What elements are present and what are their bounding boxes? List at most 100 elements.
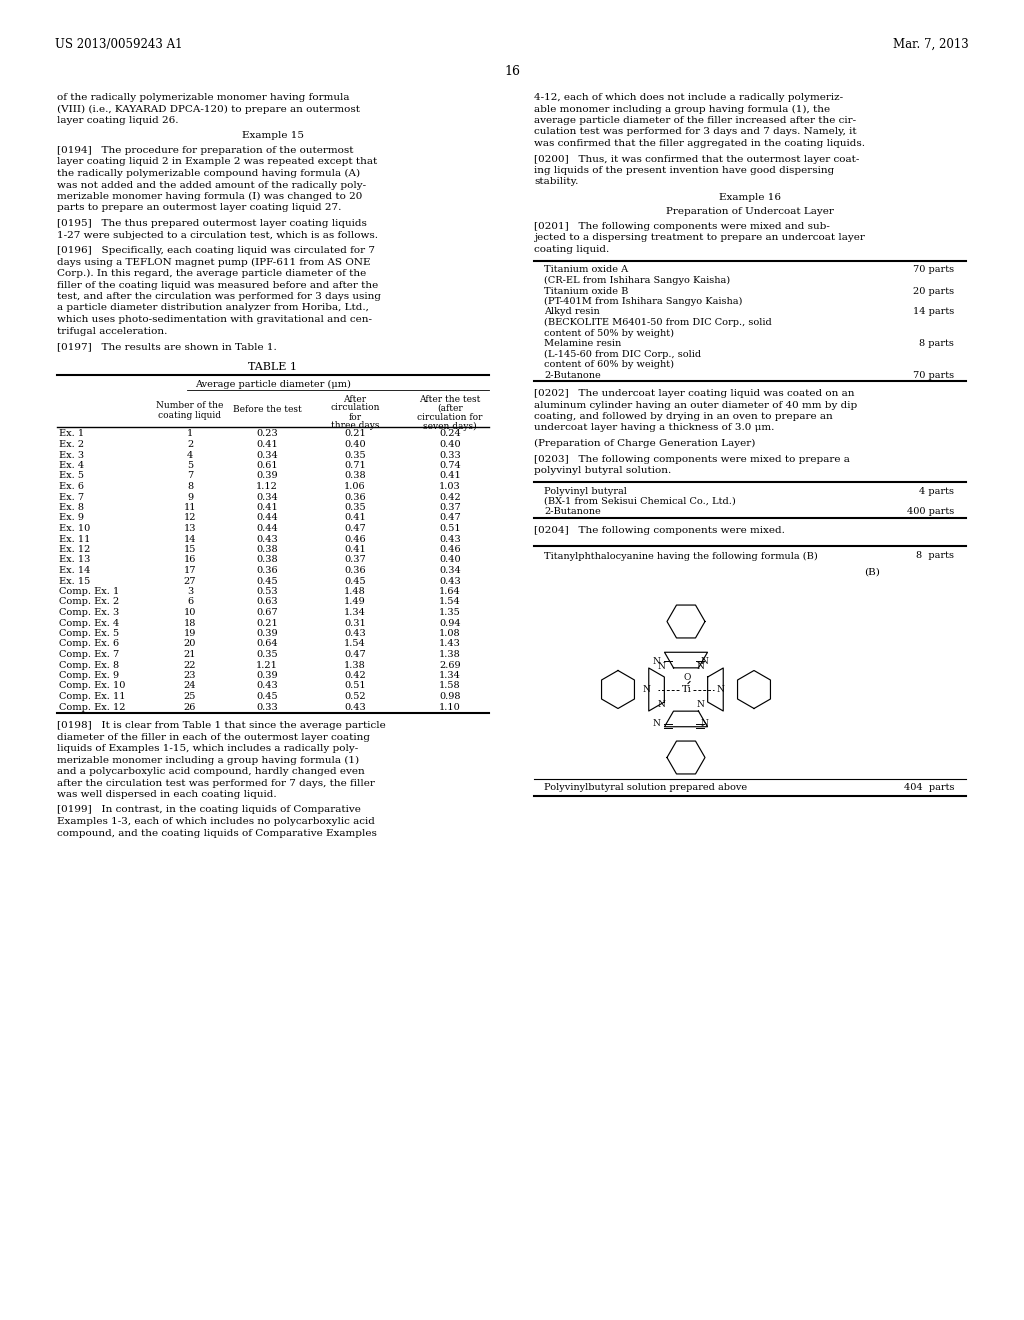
Text: 8: 8: [187, 482, 194, 491]
Text: 0.43: 0.43: [439, 535, 461, 544]
Text: 21: 21: [183, 649, 197, 659]
Text: 19: 19: [184, 630, 197, 638]
Text: Melamine resin: Melamine resin: [544, 339, 622, 348]
Text: 0.43: 0.43: [256, 681, 278, 690]
Text: Polyvinyl butyral: Polyvinyl butyral: [544, 487, 627, 495]
Text: 0.37: 0.37: [439, 503, 461, 512]
Text: (PT-401M from Ishihara Sangyo Kaisha): (PT-401M from Ishihara Sangyo Kaisha): [544, 297, 742, 306]
Text: 1.08: 1.08: [439, 630, 461, 638]
Text: 8 parts: 8 parts: [920, 339, 954, 348]
Text: 1.21: 1.21: [256, 660, 278, 669]
Text: 5: 5: [187, 461, 194, 470]
Text: Before the test: Before the test: [232, 405, 301, 414]
Text: Polyvinylbutyral solution prepared above: Polyvinylbutyral solution prepared above: [544, 784, 748, 792]
Text: parts to prepare an outermost layer coating liquid 27.: parts to prepare an outermost layer coat…: [57, 203, 341, 213]
Text: 0.51: 0.51: [439, 524, 461, 533]
Text: 2: 2: [186, 440, 194, 449]
Text: 0.37: 0.37: [344, 556, 366, 565]
Text: 1.34: 1.34: [344, 609, 366, 616]
Text: 0.34: 0.34: [256, 492, 278, 502]
Text: was well dispersed in each coating liquid.: was well dispersed in each coating liqui…: [57, 789, 276, 799]
Text: [0199]   In contrast, in the coating liquids of Comparative: [0199] In contrast, in the coating liqui…: [57, 805, 360, 814]
Text: Comp. Ex. 7: Comp. Ex. 7: [59, 649, 119, 659]
Text: average particle diameter of the filler increased after the cir-: average particle diameter of the filler …: [534, 116, 856, 125]
Text: (Preparation of Charge Generation Layer): (Preparation of Charge Generation Layer): [534, 440, 756, 447]
Text: Comp. Ex. 9: Comp. Ex. 9: [59, 671, 119, 680]
Text: 0.44: 0.44: [256, 513, 278, 523]
Text: N: N: [716, 685, 724, 694]
Text: Mar. 7, 2013: Mar. 7, 2013: [893, 38, 969, 51]
Text: filler of the coating liquid was measured before and after the: filler of the coating liquid was measure…: [57, 281, 378, 289]
Text: 0.39: 0.39: [256, 630, 278, 638]
Text: test, and after the circulation was performed for 3 days using: test, and after the circulation was perf…: [57, 292, 381, 301]
Text: diameter of the filler in each of the outermost layer coating: diameter of the filler in each of the ou…: [57, 733, 370, 742]
Text: (after: (after: [437, 404, 463, 412]
Text: layer coating liquid 2 in Example 2 was repeated except that: layer coating liquid 2 in Example 2 was …: [57, 157, 377, 166]
Text: 4: 4: [186, 450, 194, 459]
Text: 0.41: 0.41: [439, 471, 461, 480]
Text: 0.47: 0.47: [344, 649, 366, 659]
Text: [0198]   It is clear from Table 1 that since the average particle: [0198] It is clear from Table 1 that sin…: [57, 721, 386, 730]
Text: 0.24: 0.24: [439, 429, 461, 438]
Text: 6: 6: [187, 598, 194, 606]
Text: 0.40: 0.40: [439, 440, 461, 449]
Text: 0.35: 0.35: [344, 503, 366, 512]
Text: 23: 23: [183, 671, 197, 680]
Text: Ex. 8: Ex. 8: [59, 503, 84, 512]
Text: N: N: [658, 661, 666, 671]
Text: Ex. 4: Ex. 4: [59, 461, 84, 470]
Text: Ex. 13: Ex. 13: [59, 556, 90, 565]
Text: 0.45: 0.45: [256, 577, 278, 586]
Text: 0.47: 0.47: [439, 513, 461, 523]
Text: 1.54: 1.54: [344, 639, 366, 648]
Text: polyvinyl butyral solution.: polyvinyl butyral solution.: [534, 466, 672, 475]
Text: 1-27 were subjected to a circulation test, which is as follows.: 1-27 were subjected to a circulation tes…: [57, 231, 378, 239]
Text: Ex. 15: Ex. 15: [59, 577, 90, 586]
Text: the radically polymerizable compound having formula (A): the radically polymerizable compound hav…: [57, 169, 360, 178]
Text: 1.38: 1.38: [344, 660, 366, 669]
Text: 0.98: 0.98: [439, 692, 461, 701]
Text: O: O: [683, 672, 690, 681]
Text: Ex. 12: Ex. 12: [59, 545, 90, 554]
Text: 20: 20: [184, 639, 197, 648]
Text: TABLE 1: TABLE 1: [249, 362, 298, 371]
Text: merizable monomer having formula (I) was changed to 20: merizable monomer having formula (I) was…: [57, 191, 362, 201]
Text: 0.35: 0.35: [256, 649, 278, 659]
Text: 1.49: 1.49: [344, 598, 366, 606]
Text: 0.39: 0.39: [256, 671, 278, 680]
Text: [0202]   The undercoat layer coating liquid was coated on an: [0202] The undercoat layer coating liqui…: [534, 389, 854, 399]
Text: 0.31: 0.31: [344, 619, 366, 627]
Text: was not added and the added amount of the radically poly-: was not added and the added amount of th…: [57, 181, 367, 190]
Text: 0.41: 0.41: [344, 545, 366, 554]
Text: 12: 12: [183, 513, 197, 523]
Text: 0.43: 0.43: [344, 702, 366, 711]
Text: N: N: [700, 656, 708, 665]
Text: 0.53: 0.53: [256, 587, 278, 597]
Text: 70 parts: 70 parts: [912, 371, 954, 380]
Text: 0.38: 0.38: [344, 471, 366, 480]
Text: Ex. 1: Ex. 1: [59, 429, 84, 438]
Text: 11: 11: [183, 503, 197, 512]
Text: Titanium oxide B: Titanium oxide B: [544, 286, 629, 296]
Text: Ex. 2: Ex. 2: [59, 440, 84, 449]
Text: 400 parts: 400 parts: [906, 507, 954, 516]
Text: 0.35: 0.35: [344, 450, 366, 459]
Text: 8  parts: 8 parts: [916, 552, 954, 561]
Text: liquids of Examples 1-15, which includes a radically poly-: liquids of Examples 1-15, which includes…: [57, 744, 358, 752]
Text: (VIII) (i.e., KAYARAD DPCA-120) to prepare an outermost: (VIII) (i.e., KAYARAD DPCA-120) to prepa…: [57, 104, 360, 114]
Text: Ex. 10: Ex. 10: [59, 524, 90, 533]
Text: (BX-1 from Sekisui Chemical Co., Ltd.): (BX-1 from Sekisui Chemical Co., Ltd.): [544, 498, 736, 506]
Text: 0.40: 0.40: [344, 440, 366, 449]
Text: 0.39: 0.39: [256, 471, 278, 480]
Text: Average particle diameter (μm): Average particle diameter (μm): [195, 380, 351, 388]
Text: was confirmed that the filler aggregated in the coating liquids.: was confirmed that the filler aggregated…: [534, 139, 865, 148]
Text: 0.61: 0.61: [256, 461, 278, 470]
Text: 0.44: 0.44: [256, 524, 278, 533]
Text: for: for: [348, 412, 361, 421]
Text: 0.51: 0.51: [344, 681, 366, 690]
Text: Ex. 9: Ex. 9: [59, 513, 84, 523]
Text: 0.64: 0.64: [256, 639, 278, 648]
Text: 9: 9: [187, 492, 194, 502]
Text: [0195]   The thus prepared outermost layer coating liquids: [0195] The thus prepared outermost layer…: [57, 219, 367, 228]
Text: [0197]   The results are shown in Table 1.: [0197] The results are shown in Table 1.: [57, 342, 276, 351]
